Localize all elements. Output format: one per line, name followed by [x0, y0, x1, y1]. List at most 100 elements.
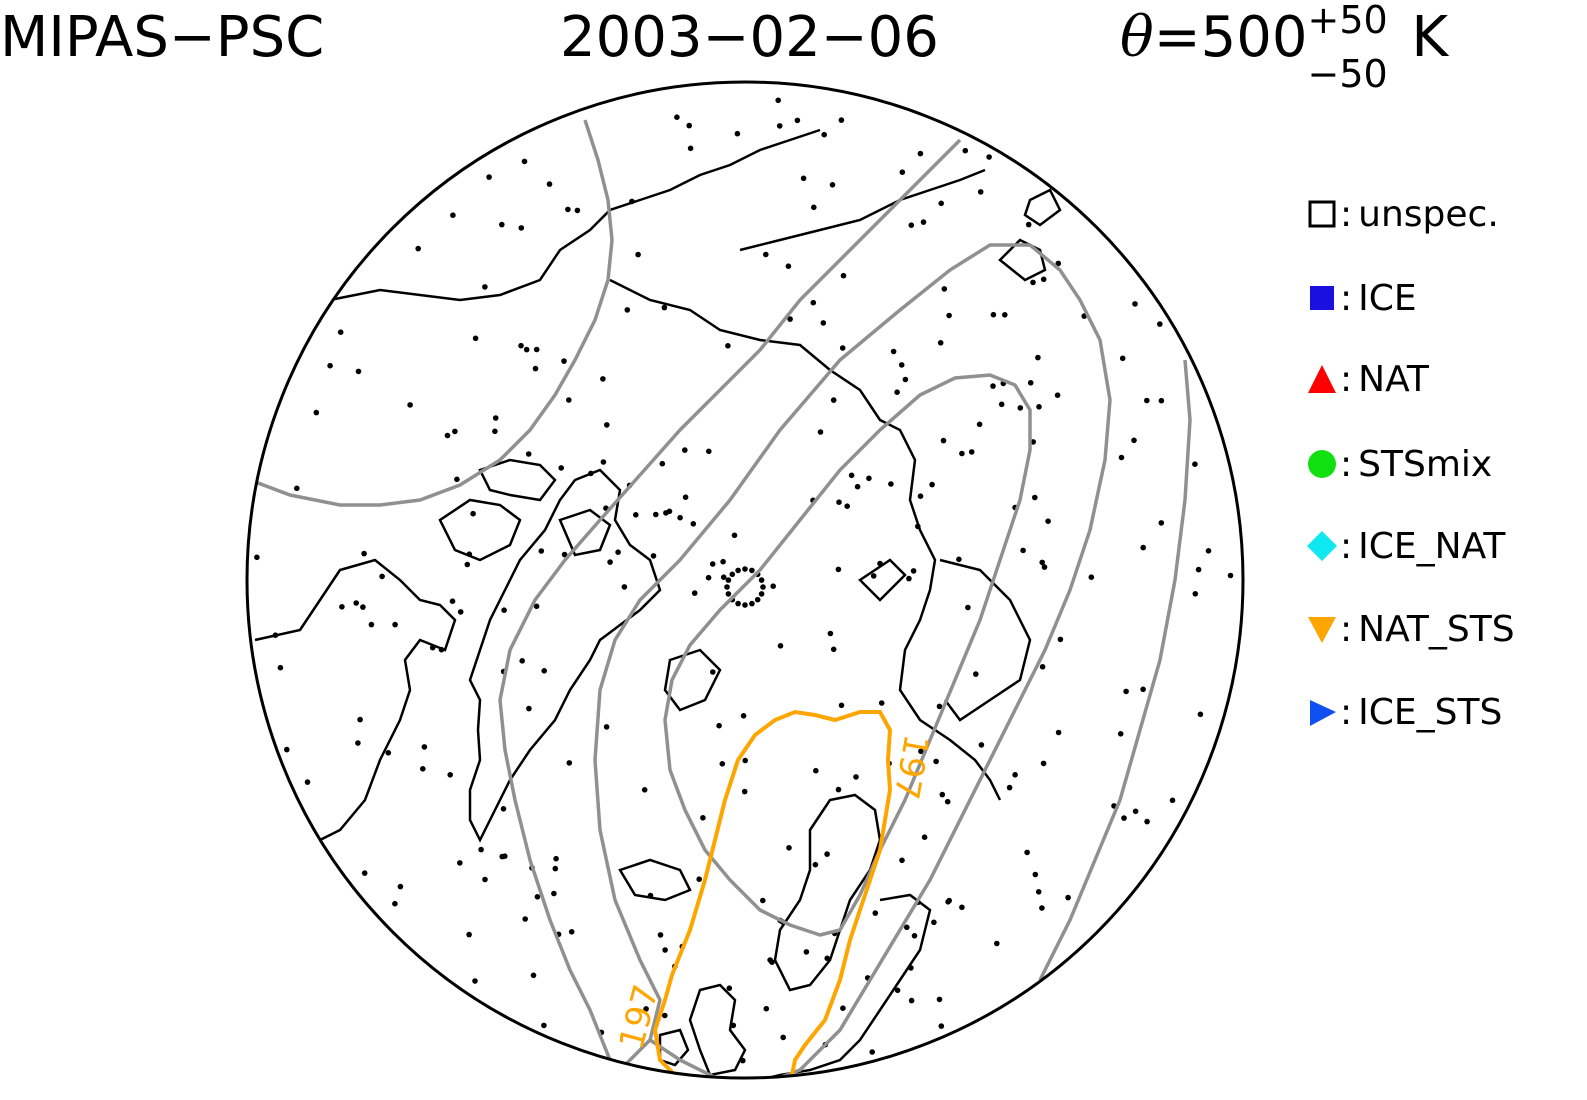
- measurement-dot: [1024, 849, 1030, 856]
- grey-contours: [249, 119, 1192, 1078]
- measurement-dot: [530, 972, 537, 979]
- measurement-dot: [521, 158, 528, 165]
- measurement-dot: [911, 933, 918, 939]
- triangle-up-icon: [1306, 363, 1338, 395]
- measurement-dot: [541, 668, 547, 674]
- measurement-dot: [763, 1005, 770, 1012]
- measurement-dot: [830, 397, 837, 403]
- measurement-dot: [657, 932, 664, 938]
- instrument-title: MIPAS−PSC: [0, 5, 325, 70]
- measurement-dot: [1045, 518, 1051, 524]
- measurement-dot: [917, 493, 924, 500]
- measurement-dot: [1088, 574, 1095, 580]
- measurement-dot: [666, 508, 673, 515]
- legend-label-nat: NAT: [1358, 358, 1429, 400]
- measurement-dot: [1065, 894, 1071, 901]
- measurement-dot: [830, 646, 837, 653]
- pole-ring-dot: [754, 596, 761, 603]
- coastlines: [254, 128, 1062, 1078]
- measurement-dot: [1055, 260, 1062, 267]
- measurement-dot: [838, 702, 845, 709]
- legend-item-ice-sts: : ICE_STS: [1306, 688, 1502, 736]
- measurement-dot: [272, 632, 279, 638]
- legend-item-nat-sts: : NAT_STS: [1306, 605, 1515, 653]
- measurement-dot: [492, 428, 498, 435]
- measurement-dot: [1132, 808, 1139, 815]
- measurement-dot: [1032, 871, 1039, 878]
- measurement-dot: [600, 459, 607, 465]
- measurement-dot: [600, 376, 606, 382]
- measurement-dot: [1035, 354, 1041, 361]
- measurement-dot: [956, 556, 962, 563]
- measurement-dot: [959, 904, 965, 911]
- measurement-dot: [866, 475, 872, 482]
- measurement-dot: [464, 561, 471, 568]
- measurement-dot: [1040, 276, 1047, 283]
- measurement-dot: [770, 583, 776, 589]
- pole-ring-dot: [749, 567, 755, 574]
- measurement-dot: [899, 169, 906, 175]
- measurement-dot: [501, 607, 507, 613]
- date-title: 2003−02−06: [560, 5, 939, 70]
- measurement-dot: [839, 345, 846, 351]
- legend-item-nat: : NAT: [1306, 355, 1429, 403]
- measurement-dot: [725, 343, 731, 349]
- measurement-dot: [827, 630, 834, 637]
- measurement-dot: [355, 368, 362, 375]
- measurement-dot: [357, 716, 363, 723]
- measurement-dot: [824, 851, 830, 857]
- measurement-dot: [1039, 905, 1045, 911]
- measurement-dot: [908, 222, 915, 228]
- measurement-dot: [1054, 392, 1061, 399]
- measurement-dot: [662, 947, 668, 953]
- measurement-dot: [277, 664, 284, 671]
- kamchatka-coast: [1023, 188, 1062, 227]
- measurement-dot: [486, 174, 492, 180]
- measurement-dot: [731, 532, 738, 539]
- novaya-zemlya: [858, 558, 907, 602]
- measurement-dot: [1041, 564, 1048, 570]
- measurement-dot: [478, 846, 484, 853]
- measurement-dot: [1192, 591, 1199, 597]
- legend-item-stsmix: : STSmix: [1306, 440, 1492, 488]
- diamond-icon: [1306, 530, 1338, 562]
- measurement-dot: [1227, 572, 1234, 579]
- measurement-dot: [482, 284, 488, 290]
- pole-ring-dot: [760, 584, 766, 590]
- measurement-dot: [706, 448, 712, 455]
- measurement-dot: [551, 890, 557, 897]
- measurement-dot: [990, 311, 997, 318]
- theta-minus: −50: [1307, 52, 1388, 96]
- measurement-dot: [546, 181, 553, 187]
- measurement-dot: [1039, 664, 1046, 670]
- measurement-dot: [686, 122, 692, 129]
- contour-grey-4: [663, 373, 1032, 937]
- measurement-dot: [959, 450, 965, 457]
- measurement-dot: [878, 700, 885, 706]
- measurement-dot: [682, 447, 688, 453]
- measurement-dot: [938, 200, 944, 207]
- measurement-dot: [635, 251, 641, 258]
- measurement-dot: [1132, 301, 1138, 307]
- measurement-dot: [840, 272, 847, 279]
- circle-icon: [1306, 448, 1338, 480]
- measurement-dot: [518, 342, 524, 349]
- contour-grey-5: [1038, 359, 1192, 981]
- measurement-dot: [844, 503, 850, 510]
- measurement-dot: [523, 346, 530, 353]
- measurement-dot: [760, 897, 766, 904]
- measurement-dot: [940, 437, 947, 444]
- measurement-dot: [1192, 461, 1198, 468]
- measurement-dot: [421, 744, 428, 750]
- scandinavia-coast: [773, 793, 882, 992]
- measurement-dot: [633, 512, 639, 518]
- measurement-dot: [1118, 454, 1125, 461]
- measurement-dot: [1035, 889, 1042, 895]
- measurement-dot: [1032, 494, 1038, 501]
- measurement-dot: [339, 604, 345, 610]
- contour-grey-2: [498, 138, 962, 1061]
- legend-label-unspec: unspec.: [1358, 193, 1499, 235]
- measurement-dot: [647, 892, 654, 899]
- theta-symbol: θ: [1120, 5, 1154, 70]
- measurement-dot: [588, 470, 594, 477]
